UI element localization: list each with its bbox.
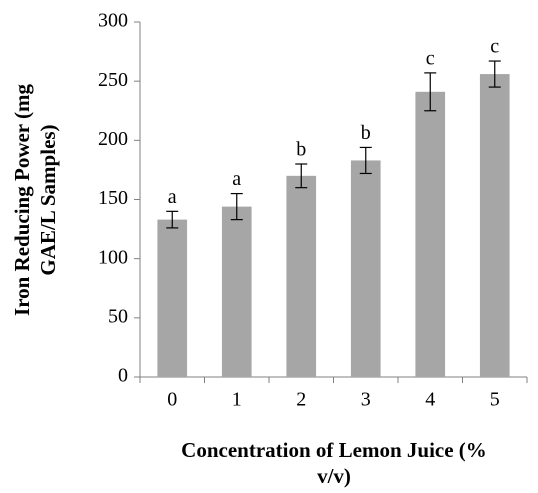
x-axis-title-line: Concentration of Lemon Juice (% bbox=[181, 438, 487, 462]
y-tick-label: 150 bbox=[98, 187, 128, 209]
y-tick-label: 50 bbox=[108, 305, 128, 327]
y-tick-label: 300 bbox=[98, 10, 128, 32]
bar bbox=[350, 160, 381, 377]
x-tick-label: 4 bbox=[425, 389, 435, 411]
value-label: a bbox=[232, 168, 241, 190]
value-label: c bbox=[426, 47, 435, 69]
value-label: b bbox=[361, 122, 371, 144]
x-tick-label: 2 bbox=[296, 389, 306, 411]
bar bbox=[221, 206, 252, 377]
y-tick-label: 100 bbox=[98, 246, 128, 268]
bar bbox=[479, 74, 510, 378]
y-axis-title-line: Iron Reducing Power (mg bbox=[10, 84, 34, 316]
x-tick-label: 5 bbox=[490, 389, 500, 411]
y-axis-title-line: GAE/L Samples) bbox=[36, 124, 60, 275]
value-label: a bbox=[168, 186, 177, 208]
y-tick-label: 0 bbox=[118, 365, 128, 387]
x-axis-title-line: v/v) bbox=[317, 464, 351, 488]
bar bbox=[157, 219, 188, 377]
x-tick-label: 1 bbox=[232, 389, 242, 411]
x-tick-label: 0 bbox=[167, 389, 177, 411]
y-tick-label: 250 bbox=[98, 69, 128, 91]
value-label: b bbox=[296, 139, 306, 161]
x-tick-label: 3 bbox=[361, 389, 371, 411]
value-label: c bbox=[490, 36, 499, 58]
bar bbox=[415, 91, 446, 378]
y-tick-label: 200 bbox=[98, 128, 128, 150]
bar bbox=[286, 175, 317, 377]
y-axis-title: Iron Reducing Power (mg GAE/L Samples) bbox=[10, 84, 60, 316]
